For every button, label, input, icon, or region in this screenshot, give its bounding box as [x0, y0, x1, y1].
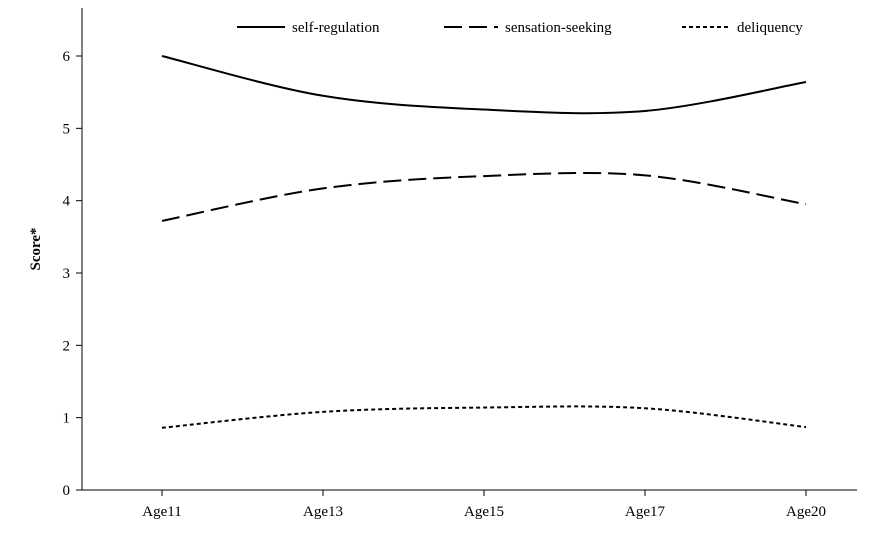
series-line-deliquency: [161, 405, 807, 429]
x-tick-label: Age17: [625, 504, 665, 520]
axes: [81, 8, 857, 491]
y-tick-label: 1: [63, 411, 71, 427]
x-tick-label: Age15: [464, 504, 504, 520]
series-line-sensation-seeking: [161, 171, 807, 222]
series-lines: [161, 55, 807, 429]
x-ticks: Age11 Age13 Age15 Age17 Age20: [142, 490, 826, 520]
legend-label-deliquency: deliquency: [737, 20, 803, 36]
y-ticks: 0 1 2 3 4 5 6: [63, 49, 82, 499]
y-tick-label: 0: [63, 483, 71, 499]
x-tick-label: Age20: [786, 504, 826, 520]
x-tick-label: Age13: [303, 504, 343, 520]
y-tick-label: 2: [63, 338, 71, 354]
y-tick-label: 5: [63, 121, 71, 137]
series-line-self-regulation: [161, 55, 807, 115]
y-tick-label: 4: [63, 194, 71, 210]
y-axis-title: Score*: [28, 227, 44, 270]
legend: self-regulation sensation-seeking deliquen…: [237, 20, 803, 36]
legend-label-sensation-seeking: sensation-seeking: [505, 20, 612, 36]
legend-label-self-regulation: self-regulation: [292, 20, 380, 36]
x-tick-label: Age11: [142, 504, 181, 520]
y-tick-label: 6: [63, 49, 71, 65]
y-tick-label: 3: [63, 266, 71, 282]
